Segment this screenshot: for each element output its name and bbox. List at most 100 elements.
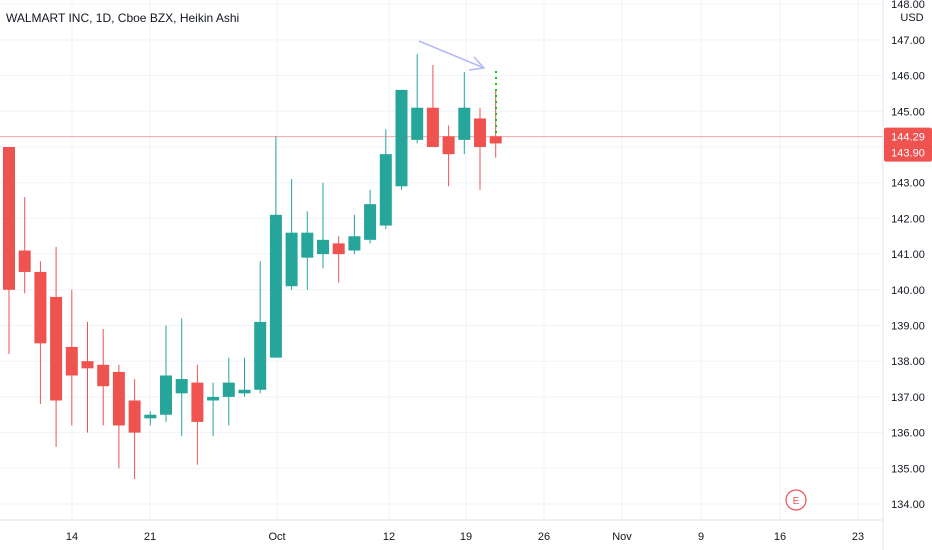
candle[interactable] [411, 54, 424, 144]
time-tick-label: 23 [852, 531, 864, 543]
candle[interactable] [238, 357, 251, 397]
time-tick-label: 21 [144, 531, 156, 543]
candle[interactable] [348, 214, 361, 255]
candle[interactable] [128, 379, 141, 480]
candle[interactable] [112, 364, 125, 469]
candle-body [34, 271, 47, 344]
candle-body [285, 232, 298, 287]
price-tick-label: 146.00 [891, 71, 925, 83]
candles[interactable] [3, 54, 502, 480]
price-tick-label: 137.00 [891, 392, 925, 404]
price-tick-label: 135.00 [891, 463, 925, 475]
candle-body [175, 379, 188, 394]
candle[interactable] [3, 147, 15, 355]
price-tick-label: 140.00 [891, 285, 925, 297]
price-tick-label: 148.00 [891, 0, 925, 11]
candle[interactable] [254, 261, 267, 394]
candle-body [348, 236, 361, 251]
candle[interactable] [65, 289, 78, 426]
last-price-tag-text: 144.29 [891, 132, 925, 144]
price-tick-label: 136.00 [891, 428, 925, 440]
grid [0, 0, 883, 520]
candle[interactable] [50, 246, 63, 447]
chart-title: WALMART INC, 1D, Cboe BZX, Heikin Ashi [6, 11, 239, 25]
candle[interactable] [332, 236, 345, 283]
candle-body [269, 214, 282, 358]
candle-body [238, 389, 251, 394]
candle[interactable] [474, 107, 486, 190]
candle-body [426, 107, 439, 147]
time-tick-label: 26 [538, 531, 550, 543]
candle-body [97, 364, 110, 387]
earnings-badge-label: E [793, 496, 800, 507]
time-tick-label: 9 [698, 531, 704, 543]
candle[interactable] [458, 72, 471, 155]
earnings-icon[interactable] [785, 489, 807, 511]
price-tags: 144.29 143.90 [884, 127, 932, 162]
candle-body [395, 89, 408, 187]
candle[interactable] [301, 211, 314, 290]
price-tick-label: 134.00 [891, 499, 925, 511]
candle[interactable] [426, 64, 439, 147]
candle[interactable] [97, 329, 110, 426]
time-axis[interactable]: 14 21 Oct 12 19 26 Nov 9 16 23 [66, 531, 864, 543]
time-tick-label: 14 [66, 531, 78, 543]
candle-body [458, 107, 471, 140]
candle[interactable] [207, 382, 220, 437]
candle[interactable] [269, 136, 282, 358]
candle-body [128, 400, 141, 433]
last-price-tag [884, 127, 932, 146]
earnings-marker[interactable]: E [785, 489, 807, 511]
candle[interactable] [364, 189, 377, 244]
candle-body [254, 321, 267, 390]
candle[interactable] [81, 321, 94, 433]
price-tick-label: 138.00 [891, 356, 925, 368]
price-axis[interactable]: 134.00 135.00 136.00 137.00 138.00 139.00 140.… [891, 0, 925, 511]
candle[interactable] [144, 411, 157, 426]
candle[interactable] [160, 325, 172, 422]
candle-body [50, 296, 63, 401]
candle[interactable] [175, 318, 188, 437]
candle-body [81, 361, 94, 369]
candle[interactable] [191, 364, 204, 465]
candle-body [301, 232, 314, 258]
candle[interactable] [222, 357, 235, 426]
candle-body [222, 382, 235, 397]
currency-label: USD [900, 12, 923, 24]
candle[interactable] [285, 179, 298, 290]
candle-body [160, 375, 172, 415]
candle-body [411, 107, 424, 140]
trend-arrow-line[interactable] [418, 40, 485, 69]
candle[interactable] [34, 261, 47, 405]
price-tick-label: 143.00 [891, 178, 925, 190]
close-price-tag [884, 143, 932, 162]
price-tick-label: 145.00 [891, 106, 925, 118]
candle[interactable] [18, 196, 31, 294]
candle-body [18, 250, 31, 272]
price-tick-label: 147.00 [891, 35, 925, 47]
time-tick-label: 12 [383, 531, 395, 543]
candle[interactable] [442, 125, 455, 187]
candle[interactable] [395, 89, 408, 190]
candle-body [144, 414, 157, 419]
time-tick-label: 16 [774, 531, 786, 543]
candle-body [442, 136, 455, 155]
candle-body [112, 371, 125, 426]
candle-body [474, 118, 486, 147]
candle-body [317, 239, 329, 255]
candle-body [3, 147, 15, 290]
time-tick-label: 19 [460, 531, 472, 543]
candle-body [65, 346, 78, 376]
drawings[interactable] [418, 40, 497, 135]
price-tick-label: 139.00 [891, 321, 925, 333]
candle[interactable] [379, 129, 392, 230]
trend-arrow-head [468, 56, 486, 71]
price-tick-label: 142.00 [891, 213, 925, 225]
candle-body [379, 154, 392, 226]
close-price-tag-text: 143.90 [891, 148, 925, 160]
candle[interactable] [317, 182, 329, 269]
candle-body [207, 396, 220, 401]
candle-body [489, 136, 502, 144]
time-tick-label: Oct [268, 531, 285, 543]
